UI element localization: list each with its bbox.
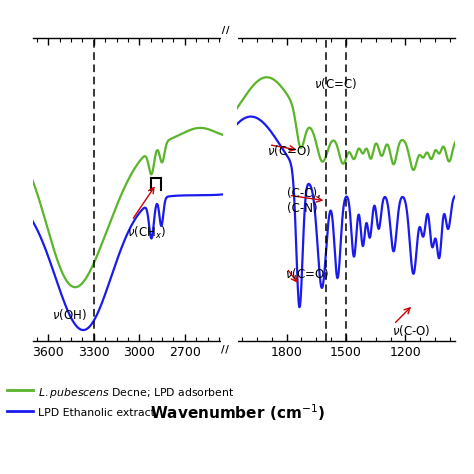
Text: $\nu$(C-O): $\nu$(C-O) — [392, 322, 430, 337]
Text: $\nu$(C=C): $\nu$(C=C) — [314, 76, 357, 91]
Text: $\nu$(C=O): $\nu$(C=O) — [267, 143, 311, 158]
Text: (C-C),
(C-N): (C-C), (C-N) — [287, 187, 320, 215]
Text: Wavenumber (cm$^{-1}$): Wavenumber (cm$^{-1}$) — [149, 402, 325, 423]
Text: $\nu$(C=O): $\nu$(C=O) — [285, 266, 329, 282]
Text: //: // — [221, 341, 229, 354]
Text: $\nu$(CH$_x$): $\nu$(CH$_x$) — [127, 225, 166, 241]
Text: $\nu$(OH): $\nu$(OH) — [52, 307, 87, 322]
Text: //: // — [221, 25, 229, 38]
Text: LPD Ethanolic extract: LPD Ethanolic extract — [38, 408, 155, 418]
Text: $\it{L. pubescens}$ Decne; LPD adsorbent: $\it{L. pubescens}$ Decne; LPD adsorbent — [38, 386, 234, 401]
